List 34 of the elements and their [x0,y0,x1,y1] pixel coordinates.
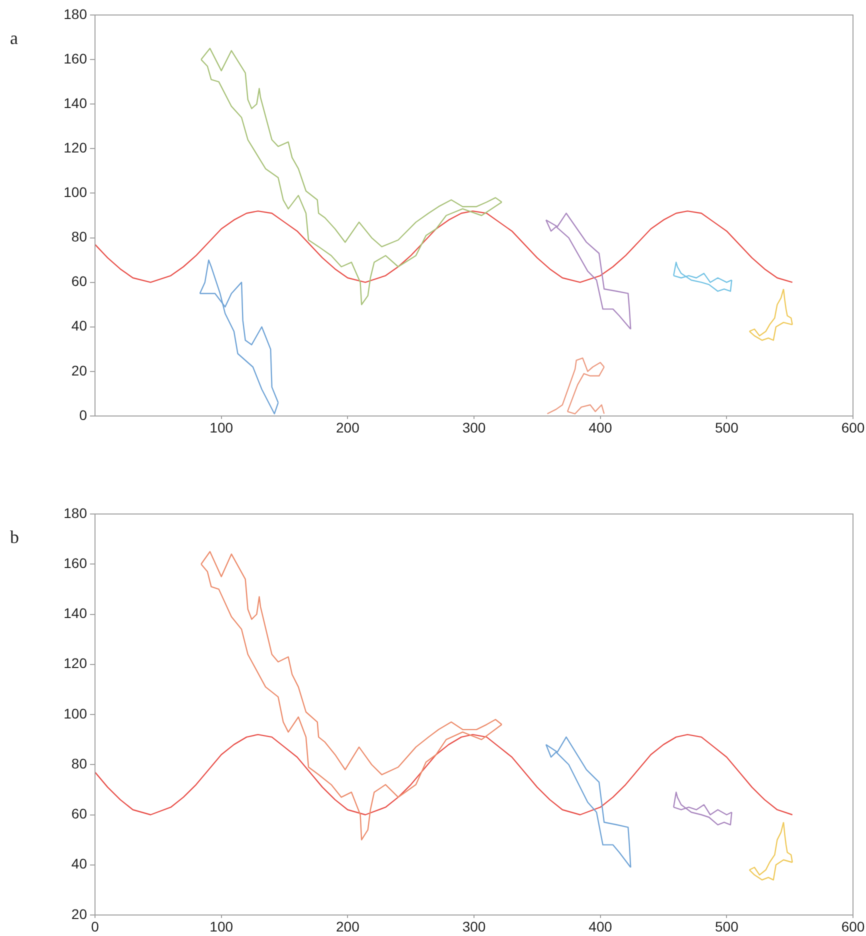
x-tick-label: 400 [588,918,612,934]
y-tick-label: 80 [71,755,88,772]
text: b [10,527,19,548]
x-tick-label: 500 [714,918,739,934]
y-tick-label: 180 [64,6,88,22]
y-tick-label: 60 [71,806,88,822]
y-tick-label: 60 [71,273,88,290]
y-tick-label: 180 [64,504,88,521]
x-tick-label: 200 [336,918,360,934]
y-tick-label: 100 [64,705,88,722]
y-tick-label: 20 [71,362,88,378]
x-tick-label: 200 [336,419,360,436]
x-tick-label: 600 [841,918,865,934]
y-tick-label: 20 [71,906,88,922]
y-tick-label: 0 [79,406,88,423]
y-tick-label: 160 [64,50,88,66]
x-tick-label: 500 [714,419,739,436]
x-tick-label: 0 [91,918,100,934]
x-tick-label: 100 [210,419,234,436]
y-tick-label: 40 [71,856,88,872]
x-tick-label: 400 [588,419,612,436]
y-tick-label: 140 [64,605,88,622]
y-tick-label: 80 [71,228,88,245]
text: a [10,28,18,49]
y-tick-label: 160 [64,554,88,571]
x-tick-label: 300 [462,419,486,436]
x-tick-label: 300 [462,918,486,934]
x-tick-label: 600 [841,419,865,436]
x-tick-label: 100 [210,918,234,934]
y-tick-label: 120 [64,655,88,672]
y-tick-label: 100 [64,184,88,200]
y-tick-label: 120 [64,140,88,156]
y-tick-label: 140 [64,94,88,111]
y-tick-label: 40 [71,318,88,334]
